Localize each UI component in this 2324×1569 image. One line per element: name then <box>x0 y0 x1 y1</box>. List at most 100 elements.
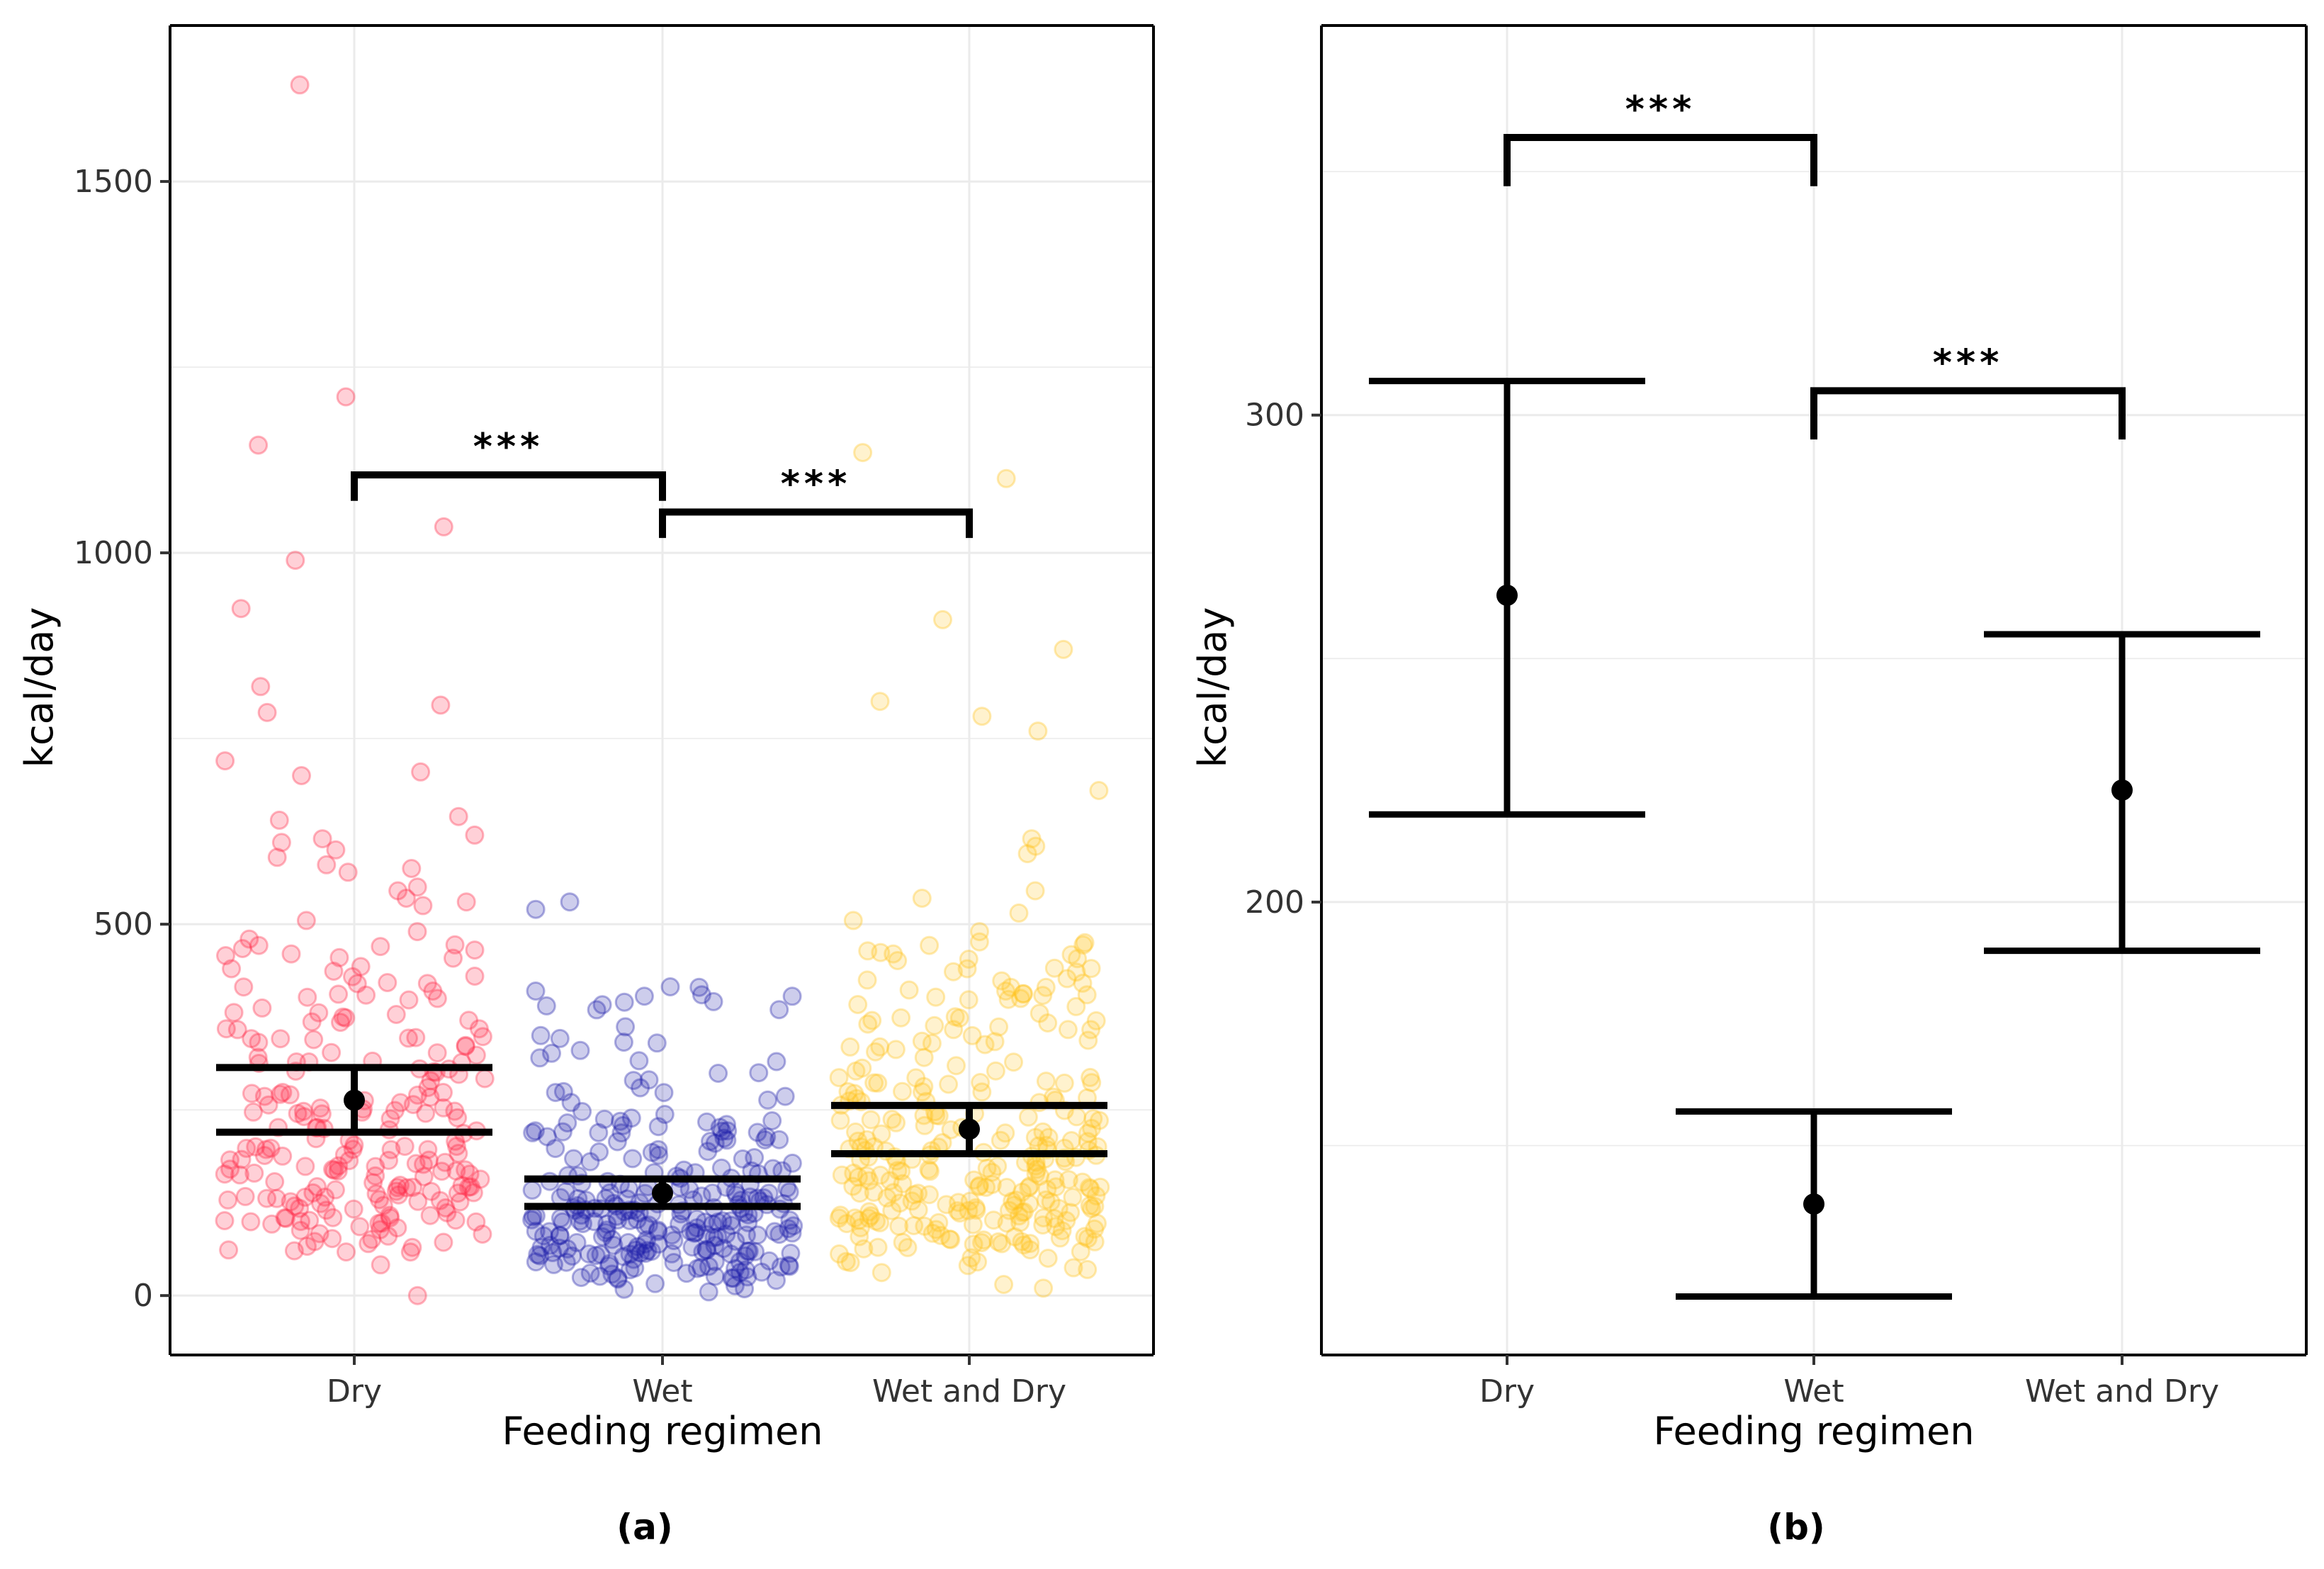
panel-a-point-wet-and-dry <box>1012 1182 1032 1202</box>
panel-a-point-wet <box>738 1267 757 1287</box>
panel-a-point-wet <box>627 1210 647 1230</box>
panel-a-point-wet-and-dry <box>891 1162 911 1181</box>
panel-a-point-dry <box>244 1102 263 1122</box>
panel-a-point-dry <box>290 1198 310 1218</box>
panel-a-point-dry <box>473 1225 492 1244</box>
panel-a-point-dry <box>326 840 346 860</box>
panel-a-point-dry <box>388 1185 408 1205</box>
panel-a-point-wet-and-dry <box>837 1214 857 1234</box>
panel-a-point-wet-and-dry <box>933 609 952 629</box>
panel-a-point-dry <box>254 1086 274 1106</box>
panel-a-point-wet-and-dry <box>840 1253 860 1273</box>
panel-a-point-dry <box>249 435 269 455</box>
panel-a-point-wet <box>697 1240 717 1260</box>
panel-a-point-dry <box>324 962 344 981</box>
panel-a-point-wet <box>580 1264 600 1283</box>
panel-a-point-wet-and-dry <box>846 1061 866 1081</box>
panel-a-point-wet-and-dry <box>908 1200 928 1220</box>
panel-a-point-dry <box>312 829 332 849</box>
panel-a-point-wet-and-dry <box>852 1058 872 1078</box>
panel-a-point-wet <box>735 1246 755 1266</box>
panel-a-point-wet-and-dry <box>1012 1203 1032 1222</box>
panel-a-point-dry <box>445 935 465 955</box>
panel-a-point-dry <box>317 855 337 875</box>
panel-a-point-wet <box>550 1226 570 1246</box>
panel-a-point-wet-and-dry <box>1073 935 1093 955</box>
panel-a-point-wet <box>531 1237 551 1257</box>
panel-a-point-wet <box>664 1231 684 1251</box>
panel-a-point-wet <box>726 1231 745 1251</box>
panel-a-point-wet <box>636 1244 655 1263</box>
panel-a-point-wet <box>607 1132 627 1152</box>
panel-a-x-tick-label-wet: Wet <box>632 1373 692 1410</box>
panel-a-point-dry <box>359 1234 378 1254</box>
panel-a-point-wet <box>602 1230 622 1249</box>
panel-a-point-dry <box>456 1160 475 1180</box>
panel-a-point-wet-and-dry <box>858 941 878 961</box>
panel-a-point-dry <box>452 1176 472 1196</box>
panel-a-point-wet-and-dry <box>861 1206 881 1226</box>
panel-b-errorbars <box>1369 378 2260 1300</box>
panel-a-point-wet-and-dry <box>912 1031 932 1051</box>
panel-a-point-wet-and-dry <box>836 1252 856 1271</box>
panel-a-point-wet-and-dry <box>1090 1110 1109 1130</box>
panel-a-point-wet <box>654 1083 674 1103</box>
panel-a-point-wet <box>779 1219 799 1239</box>
panel-a-point-wet-and-dry <box>975 1035 995 1055</box>
panel-a-point-wet-and-dry <box>1034 1208 1054 1227</box>
panel-a-point-wet <box>542 1043 561 1063</box>
panel-a-point-wet <box>726 1182 745 1202</box>
panel-a-point-wet-and-dry <box>1081 959 1101 979</box>
panel-a-point-dry <box>273 1083 293 1102</box>
panel-a-point-wet-and-dry <box>1077 985 1097 1005</box>
panel-a-point-wet <box>540 1235 560 1255</box>
panel-a-point-dry <box>286 551 305 570</box>
panel-a-point-dry <box>356 985 376 1005</box>
panel-a-point-wet-and-dry <box>1030 1166 1050 1186</box>
panel-a-point-wet <box>687 1209 706 1229</box>
panel-a-point-wet-and-dry <box>1064 1258 1083 1278</box>
panel-a-point-wet-and-dry <box>898 1237 918 1257</box>
panel-a-y-tick-label: 1000 <box>74 535 153 571</box>
panel-a-point-wet <box>587 1000 607 1020</box>
panel-a-point-wet <box>705 1252 725 1271</box>
panel-a-point-wet-and-dry <box>929 1213 949 1232</box>
panel-a-point-wet-and-dry <box>1046 1217 1066 1237</box>
panel-a-point-wet-and-dry <box>970 922 989 942</box>
panel-a-point-wet-and-dry <box>1090 1177 1110 1197</box>
panel-a-point-dry <box>373 1196 393 1215</box>
panel-a-point-dry <box>371 1255 390 1275</box>
panel-a-point-wet <box>611 1123 631 1143</box>
panel-a-point-dry <box>473 1027 492 1047</box>
panel-a-point-dry <box>372 1213 392 1233</box>
panel-a-x-tick-label-wet-and-dry: Wet and Dry <box>872 1373 1066 1410</box>
panel-a-point-wet-and-dry <box>844 1163 864 1183</box>
panel-a-mean-point-wet-and-dry <box>959 1118 980 1140</box>
panel-a-point-wet-and-dry <box>969 1177 989 1197</box>
panel-a-point-wet-and-dry <box>830 1244 849 1264</box>
panel-a-point-wet-and-dry <box>884 944 903 964</box>
panel-a-point-dry <box>298 1237 317 1256</box>
panel-a-point-wet-and-dry <box>969 932 989 952</box>
panel-b-x-tick-label-wet-and-dry: Wet and Dry <box>2025 1373 2219 1410</box>
panel-a-point-wet <box>677 1264 696 1283</box>
panel-a-point-wet <box>608 1210 628 1230</box>
panel-a-point-wet-and-dry <box>906 1068 926 1088</box>
panel-a-point-wet-and-dry <box>960 1191 980 1211</box>
panel-a-point-wet-and-dry <box>961 1248 981 1268</box>
panel-a-point-dry <box>224 1003 244 1023</box>
panel-a-point-wet-and-dry <box>1014 984 1033 1003</box>
panel-a-point-wet-and-dry <box>1054 1073 1074 1093</box>
panel-a-point-dry <box>288 1103 308 1123</box>
panel-a-point-wet-and-dry <box>941 1120 961 1140</box>
panel-a-point-wet-and-dry <box>962 1025 982 1045</box>
panel-a-point-dry <box>448 1183 468 1203</box>
panel-a-point-dry <box>273 1146 293 1166</box>
panel-a-point-wet <box>730 1252 750 1271</box>
panel-a-point-dry <box>407 1085 427 1105</box>
panel-a-point-wet-and-dry <box>1081 1067 1100 1087</box>
panel-a-point-wet-and-dry <box>995 1123 1015 1143</box>
panel-a-point-dry <box>475 1069 495 1089</box>
panel-a-point-dry <box>403 1177 423 1197</box>
panel-a-point-wet <box>594 1109 614 1129</box>
